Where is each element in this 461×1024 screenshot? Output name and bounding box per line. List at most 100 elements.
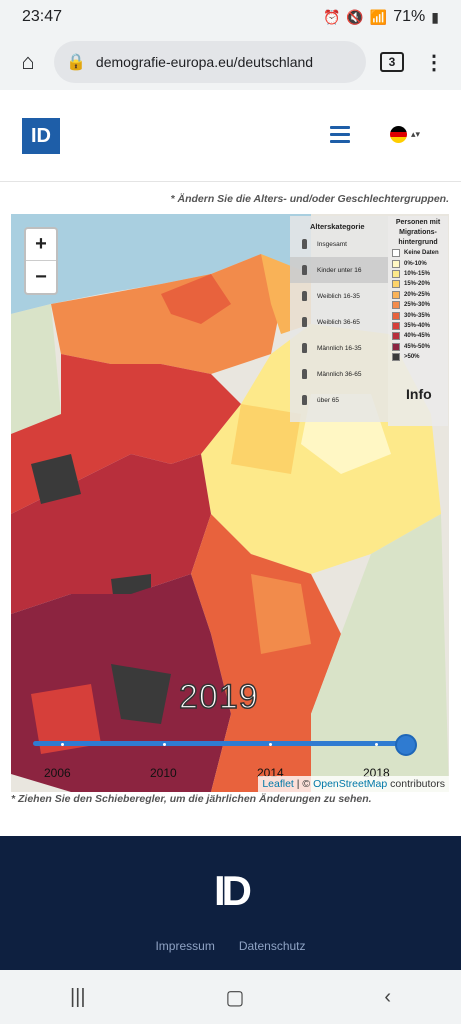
female-icon [302, 291, 307, 301]
legend-label: 15%-20% [404, 281, 431, 288]
legend-swatch [392, 249, 400, 258]
map-attribution: Leaflet | © OpenStreetMap contributors [258, 776, 449, 792]
year-slider-handle[interactable] [395, 734, 417, 756]
battery-icon: ▮ [431, 8, 439, 25]
senior-icon [302, 395, 307, 405]
status-time: 23:47 [22, 8, 63, 25]
age-item-male-36-65[interactable]: Männlich 36-65 [290, 361, 388, 387]
status-icons: ⏰ 🔇 📶 71% ▮ [323, 8, 439, 26]
footer-logo[interactable]: ID [214, 867, 252, 914]
choropleth-map[interactable]: + − Alterskategorie Insgesamt Kinder unt… [11, 214, 449, 792]
hamburger-menu-icon[interactable] [330, 126, 350, 143]
alarm-icon: ⏰ [322, 8, 341, 25]
legend-item: 40%-45% [388, 331, 448, 341]
legend-swatch [392, 321, 400, 330]
legend-item: 10%-15% [388, 269, 448, 279]
legend-label: 35%-40% [404, 322, 431, 329]
browser-toolbar: ⌂ 🔒 demografie-europa.eu/deutschland 3 ⋮ [0, 34, 461, 90]
slider-tick-label: 2006 [44, 766, 71, 780]
legend-label: 40%-45% [404, 333, 431, 340]
year-slider-track[interactable] [33, 741, 406, 746]
age-item-male-16-35[interactable]: Männlich 16-35 [290, 335, 388, 361]
site-header: ID ▴▾ [0, 90, 461, 182]
legend-swatch [392, 311, 400, 320]
legend-item: >50% [388, 352, 448, 362]
person-icon [302, 239, 307, 249]
legend-item: 20%-25% [388, 290, 448, 300]
system-nav-bar: ||| ▢ ‹ [0, 970, 461, 1024]
male-icon [302, 343, 307, 353]
legend-label: 45%-50% [404, 343, 431, 350]
legend-item: 35%-40% [388, 321, 448, 331]
slider-step [61, 742, 64, 746]
legend-label: 25%-30% [404, 302, 431, 309]
chevron-updown-icon: ▴▾ [411, 129, 421, 139]
tab-switcher-button[interactable]: 3 [380, 52, 404, 72]
address-bar[interactable]: 🔒 demografie-europa.eu/deutschland [54, 41, 366, 83]
url-text: demografie-europa.eu/deutschland [95, 54, 314, 70]
zoom-in-button[interactable]: + [26, 229, 56, 261]
home-nav-icon[interactable]: ▢ [225, 986, 245, 1009]
male-icon [302, 369, 307, 379]
more-menu-icon[interactable]: ⋮ [424, 51, 444, 74]
zoom-out-button[interactable]: − [35, 265, 47, 288]
slider-step [375, 742, 378, 746]
slider-step [163, 742, 166, 746]
legend-label: 0%-10% [404, 260, 427, 267]
site-logo[interactable]: ID [22, 118, 60, 154]
battery-level: 71% [393, 8, 426, 25]
impressum-link[interactable]: Impressum [155, 939, 215, 953]
zoom-control: + − [24, 227, 58, 295]
recent-apps-icon[interactable]: ||| [69, 985, 86, 1008]
year-display: 2019 [178, 677, 259, 717]
age-panel-title: Alterskategorie [310, 222, 365, 231]
legend-swatch [392, 269, 400, 278]
legend-label: 10%-15% [404, 270, 431, 277]
legend-panel: Personen mit Migrations- hintergrund Kei… [388, 216, 448, 426]
age-item-label: Weiblich 16-35 [317, 292, 360, 300]
age-item-label: Kinder unter 16 [317, 266, 362, 274]
slider-tick-label: 2010 [150, 766, 177, 780]
legend-swatch [392, 259, 400, 268]
datenschutz-link[interactable]: Datenschutz [238, 939, 306, 953]
slider-step [269, 742, 272, 746]
age-item-all[interactable]: Insgesamt [290, 231, 388, 257]
info-button[interactable]: Info [406, 386, 432, 402]
home-icon[interactable]: ⌂ [21, 49, 35, 74]
legend-item: 25%-30% [388, 300, 448, 310]
back-icon[interactable]: ‹ [384, 985, 392, 1008]
age-item-female-36-65[interactable]: Weiblich 36-65 [290, 309, 388, 335]
lock-icon: 🔒 [66, 54, 86, 71]
age-item-label: Männlich 16-35 [317, 344, 362, 352]
footer-links: Impressum Datenschutz [0, 939, 461, 953]
legend-item: 45%-50% [388, 342, 448, 352]
legend-swatch [392, 290, 400, 299]
age-category-panel: Alterskategorie Insgesamt Kinder unter 1… [290, 216, 388, 422]
legend-item: Keine Daten [388, 248, 448, 258]
legend-label: >50% [404, 354, 420, 361]
leaflet-link[interactable]: Leaflet [262, 778, 294, 790]
legend-item: 30%-35% [388, 310, 448, 320]
age-item-label: über 65 [317, 396, 340, 404]
osm-link[interactable]: OpenStreetMap [313, 778, 388, 790]
age-item-over-65[interactable]: über 65 [290, 387, 388, 413]
legend-label: Keine Daten [404, 250, 439, 257]
female-icon [302, 317, 307, 327]
age-item-children[interactable]: Kinder unter 16 [290, 257, 388, 283]
child-icon [302, 265, 307, 275]
legend-swatch [392, 342, 400, 351]
status-bar: 23:47 ⏰ 🔇 📶 71% ▮ [0, 0, 461, 34]
legend-item: 0%-10% [388, 258, 448, 268]
legend-swatch [392, 301, 400, 310]
hint-age-gender: * Ändern Sie die Alters- und/oder Geschl… [170, 193, 450, 205]
site-footer: ID Impressum Datenschutz [0, 836, 461, 970]
legend-title: Personen mit Migrations- hintergrund [395, 219, 441, 246]
age-item-label: Insgesamt [317, 240, 347, 248]
age-item-female-16-35[interactable]: Weiblich 16-35 [290, 283, 388, 309]
age-item-label: Weiblich 36-65 [317, 318, 360, 326]
attribution-text: contributors [390, 778, 445, 790]
wifi-icon: 📶 [369, 8, 388, 25]
german-flag-icon [390, 126, 407, 143]
legend-swatch [392, 332, 400, 341]
language-selector[interactable]: ▴▾ [390, 126, 420, 143]
